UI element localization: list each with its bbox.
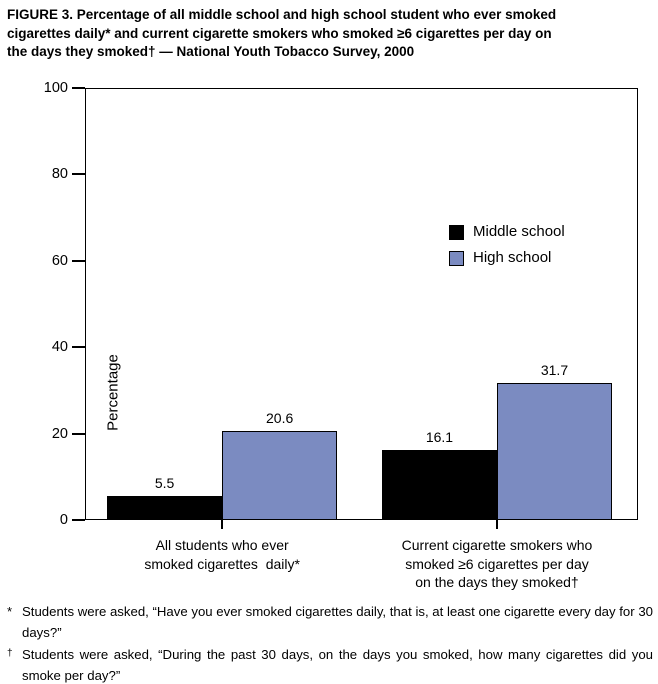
y-axis-tick-label: 80: [51, 166, 68, 183]
y-axis-tick: [72, 173, 85, 176]
legend-item: Middle school: [449, 224, 565, 240]
footnote: * Students were asked, “Have you ever smo…: [7, 602, 653, 643]
bar-middle-school: [107, 496, 223, 520]
plot-area: Percentage: [85, 88, 638, 520]
x-category-label: Current cigarette smokers who smoked ≥6 …: [401, 537, 593, 590]
y-axis-tick: [72, 432, 85, 435]
bar-middle-school: [381, 450, 497, 520]
y-axis-tick-label: 0: [59, 512, 68, 528]
y-axis-tick: [72, 87, 85, 89]
y-axis-tick-label: 20: [51, 425, 68, 442]
bar-value-label: 5.5: [154, 475, 175, 492]
legend-swatch-middle-school: [449, 224, 464, 240]
legend-label: High school: [473, 249, 552, 266]
x-category-label: All students who ever smoked cigarettes …: [144, 537, 300, 572]
figure-title: FIGURE 3. Percentage of all middle schoo…: [7, 7, 557, 59]
x-axis-tick: [221, 520, 224, 529]
bar-high-school: [496, 383, 612, 520]
y-axis-label: Percentage: [104, 354, 122, 431]
legend-item: High school: [449, 250, 565, 266]
legend: Middle school High school: [449, 224, 565, 276]
y-axis-tick-label: 60: [51, 252, 68, 269]
bar-value-label: 31.7: [540, 362, 569, 379]
footnote-text: Students were asked, “Have you ever smok…: [22, 604, 653, 640]
bar-value-label: 20.6: [266, 410, 294, 426]
bar-value-label: 16.1: [425, 429, 454, 446]
footnote: † Students were asked, “During the past 3…: [7, 645, 653, 684]
x-axis-tick: [495, 520, 498, 529]
bar-high-school: [222, 431, 338, 520]
footnote-marker: †: [7, 648, 13, 659]
y-axis-tick: [72, 259, 85, 262]
footnote-text: Students were asked, “During the past 30…: [22, 647, 653, 683]
footnotes: * Students were asked, “Have you ever smo…: [7, 602, 653, 684]
y-axis-tick-label: 100: [43, 80, 68, 96]
y-axis-tick-label: 40: [51, 339, 68, 356]
y-axis-tick: [72, 346, 85, 349]
footnote-marker: *: [7, 604, 13, 619]
y-axis-tick: [72, 519, 85, 521]
legend-swatch-high-school: [449, 250, 464, 266]
legend-label: Middle school: [473, 223, 565, 240]
